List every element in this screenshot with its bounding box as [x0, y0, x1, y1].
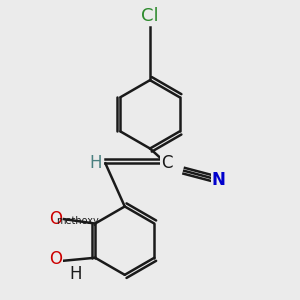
Text: O: O: [50, 210, 62, 228]
Text: H: H: [90, 154, 102, 172]
Text: N: N: [212, 171, 225, 189]
Text: methoxy: methoxy: [56, 216, 99, 226]
Text: H: H: [70, 265, 82, 283]
Text: Cl: Cl: [141, 7, 159, 25]
Text: O: O: [50, 250, 62, 268]
Text: C: C: [161, 154, 173, 172]
